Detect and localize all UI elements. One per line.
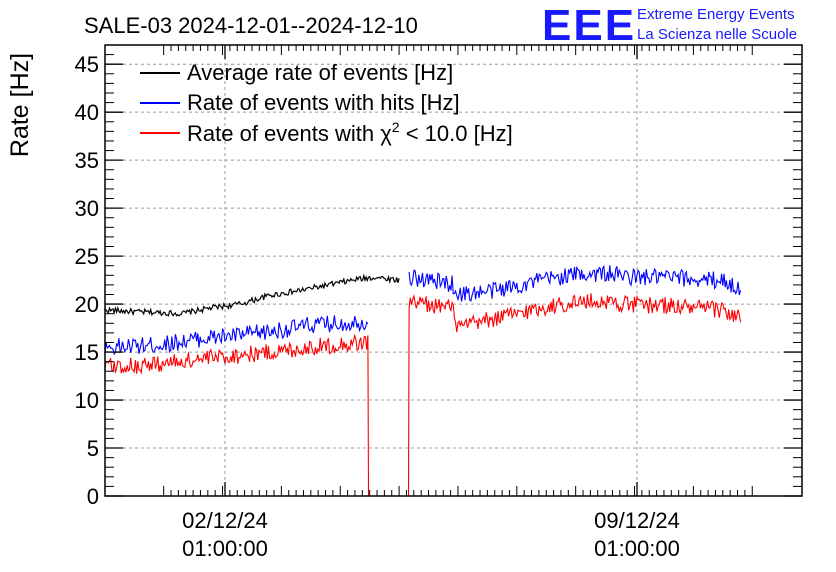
- legend-label-hits: Rate of events with hits [Hz]: [187, 90, 460, 115]
- series-chi2-line: [104, 293, 742, 497]
- x-tick-label-time: 01:00:00: [182, 536, 268, 561]
- y-tick-label: 40: [75, 100, 99, 125]
- axes: 0 5 10 15 20 25 30 35 40 45 02/12/24 01:00:00 09/12/…: [75, 44, 802, 561]
- series-hits-line: [104, 315, 369, 356]
- x-tick-label-date: 09/12/24: [594, 508, 680, 533]
- eee-logo: EEE Extreme Energy Events La Scienza nel…: [542, 1, 797, 50]
- x-tick-label-time: 01:00:00: [594, 536, 680, 561]
- chart-title: SALE-03 2024-12-01--2024-12-10: [84, 13, 418, 38]
- series-average-line: [104, 273, 400, 317]
- y-tick-label: 45: [75, 52, 99, 77]
- legend: Average rate of events [Hz] Rate of even…: [140, 60, 513, 146]
- y-tick-label: 15: [75, 340, 99, 365]
- y-tick-label: 0: [87, 484, 99, 509]
- legend-label-average: Average rate of events [Hz]: [187, 60, 453, 85]
- y-tick-label: 5: [87, 436, 99, 461]
- y-tick-label: 35: [75, 148, 99, 173]
- legend-label-chi2: Rate of events with χ2 < 10.0 [Hz]: [187, 119, 513, 146]
- eee-logo-letters: EEE: [542, 1, 636, 50]
- series-hits-line: [408, 264, 742, 302]
- eee-logo-line1: Extreme Energy Events: [637, 6, 795, 23]
- plot-frame: [104, 44, 803, 497]
- x-tick-label-date: 02/12/24: [182, 508, 268, 533]
- y-axis-label: Rate [Hz]: [6, 53, 34, 157]
- y-tick-label: 25: [75, 244, 99, 269]
- y-tick-label: 20: [75, 292, 99, 317]
- y-tick-label: 10: [75, 388, 99, 413]
- y-tick-label: 30: [75, 196, 99, 221]
- eee-logo-line2: La Scienza nelle Scuole: [637, 26, 797, 43]
- series-layer: [104, 264, 742, 497]
